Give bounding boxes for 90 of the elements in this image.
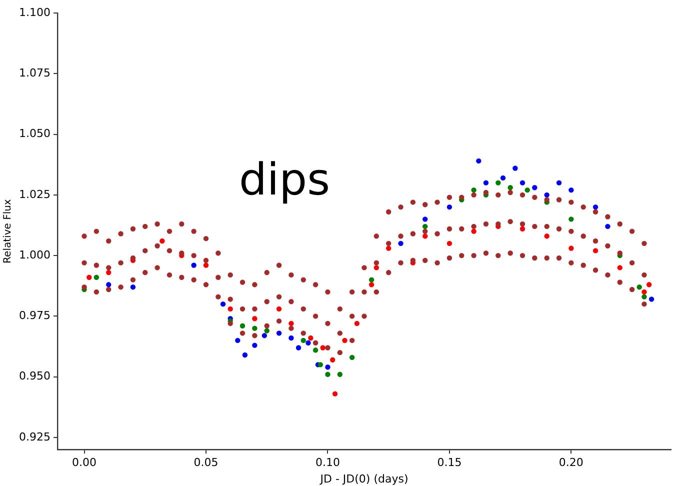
point — [476, 158, 482, 164]
point — [252, 342, 258, 348]
point — [508, 185, 513, 190]
point — [471, 187, 476, 193]
point — [386, 246, 392, 251]
y-tick-label: 0.950 — [18, 370, 50, 383]
point — [288, 335, 294, 341]
y-tick-label: 1.000 — [18, 248, 50, 262]
point — [520, 180, 526, 186]
point — [524, 187, 530, 193]
point — [446, 240, 452, 246]
point — [130, 284, 136, 290]
point — [568, 187, 574, 193]
point — [228, 306, 233, 312]
point — [325, 364, 330, 370]
point — [471, 228, 476, 234]
point — [318, 362, 324, 368]
point — [446, 204, 452, 210]
point — [368, 277, 374, 282]
point — [240, 323, 246, 328]
point — [242, 352, 248, 358]
point — [296, 345, 302, 350]
point — [512, 166, 518, 171]
point — [568, 216, 574, 222]
point — [276, 306, 282, 312]
y-tick-label: 0.925 — [18, 430, 50, 444]
point — [544, 234, 550, 239]
point — [398, 240, 404, 246]
point — [300, 338, 306, 344]
point — [605, 224, 610, 230]
point — [235, 338, 240, 344]
point — [325, 372, 330, 378]
point — [648, 296, 654, 302]
x-tick-label: 0.00 — [72, 456, 97, 470]
point — [332, 391, 338, 396]
point — [320, 345, 326, 350]
point — [642, 294, 647, 300]
point — [308, 335, 314, 341]
point — [220, 301, 226, 307]
point — [264, 328, 270, 334]
point — [342, 338, 348, 344]
point — [422, 224, 428, 230]
x-axis-title: JD - JD(0) (days) — [319, 472, 408, 486]
point — [532, 185, 538, 190]
y-tick-label: 1.075 — [18, 66, 50, 80]
point — [337, 372, 342, 378]
point — [354, 320, 360, 326]
point — [106, 270, 112, 276]
point — [544, 192, 550, 198]
point — [617, 265, 622, 270]
x-tick-label: 0.05 — [194, 456, 218, 470]
x-tick-label: 0.15 — [437, 456, 462, 470]
point — [306, 340, 311, 346]
y-tick-label: 0.975 — [18, 309, 50, 322]
point — [483, 180, 489, 186]
y-axis-title: Relative Flux — [2, 199, 14, 264]
point — [368, 282, 374, 288]
point — [422, 234, 428, 239]
point — [374, 265, 380, 270]
point — [94, 274, 100, 280]
point — [556, 180, 562, 186]
x-tick-label: 0.20 — [558, 456, 584, 470]
point — [592, 248, 598, 254]
y-tick-label: 1.050 — [18, 127, 50, 140]
point — [106, 282, 112, 288]
point — [252, 326, 258, 331]
point — [262, 333, 268, 338]
point — [288, 320, 294, 326]
point — [276, 330, 282, 336]
point — [646, 282, 652, 288]
y-tick-label: 1.100 — [18, 6, 50, 19]
x-tick-label: 0.10 — [315, 456, 340, 470]
annotation: dips — [238, 154, 330, 206]
point — [422, 216, 428, 222]
point — [592, 204, 598, 210]
point — [642, 289, 647, 295]
y-tick-label: 1.025 — [18, 188, 50, 201]
point — [349, 354, 355, 360]
point — [252, 316, 258, 322]
point — [160, 238, 165, 244]
point — [500, 175, 506, 181]
point — [636, 284, 642, 290]
point — [330, 357, 336, 362]
point — [520, 226, 526, 232]
point — [568, 246, 574, 251]
point — [86, 274, 92, 280]
point — [203, 262, 209, 268]
point — [496, 180, 501, 186]
point — [191, 262, 196, 268]
point — [312, 348, 318, 353]
